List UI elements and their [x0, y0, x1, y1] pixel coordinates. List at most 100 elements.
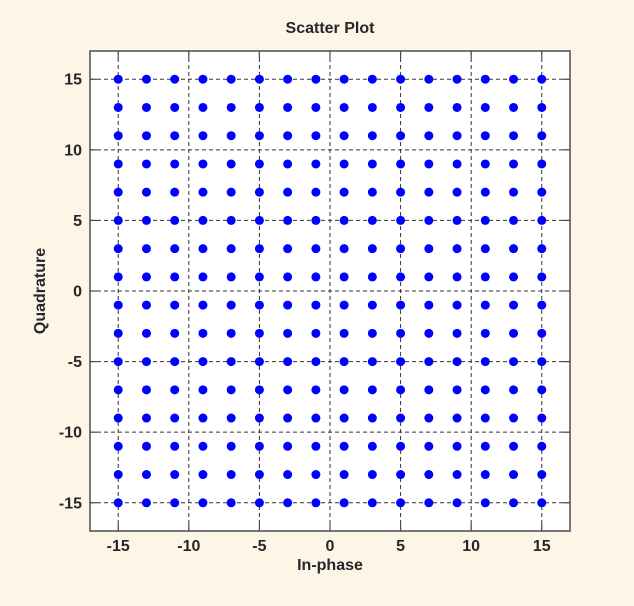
data-point	[113, 159, 123, 169]
data-point	[311, 328, 321, 338]
x-tick-label: -5	[252, 538, 266, 555]
data-point	[424, 441, 434, 451]
data-point	[311, 441, 321, 451]
data-point	[254, 74, 264, 84]
data-point	[509, 159, 519, 169]
x-tick-label: -15	[107, 538, 130, 555]
data-point	[283, 328, 293, 338]
data-point	[141, 441, 151, 451]
data-point	[170, 272, 180, 282]
y-axis-label: Quadrature	[32, 247, 49, 335]
data-point	[113, 187, 123, 197]
data-point	[367, 441, 377, 451]
data-point	[537, 74, 547, 84]
data-point	[424, 215, 434, 225]
x-tick-label: 0	[326, 538, 335, 555]
data-point	[226, 357, 236, 367]
y-tick-label: 15	[64, 72, 82, 89]
data-point	[141, 300, 151, 310]
data-point	[452, 328, 462, 338]
x-tick-label: 10	[462, 538, 480, 555]
data-point	[509, 215, 519, 225]
data-point	[452, 215, 462, 225]
data-point	[283, 159, 293, 169]
data-point	[339, 498, 349, 508]
data-point	[339, 441, 349, 451]
data-point	[198, 102, 208, 112]
data-point	[113, 357, 123, 367]
data-point	[367, 102, 377, 112]
data-point	[113, 300, 123, 310]
data-point	[113, 498, 123, 508]
data-point	[226, 413, 236, 423]
data-point	[480, 470, 490, 480]
data-point	[396, 131, 406, 141]
data-point	[339, 328, 349, 338]
data-point	[283, 441, 293, 451]
data-point	[480, 272, 490, 282]
data-point	[339, 385, 349, 395]
data-point	[452, 102, 462, 112]
data-point	[396, 215, 406, 225]
data-point	[198, 74, 208, 84]
data-point	[367, 215, 377, 225]
data-point	[254, 413, 264, 423]
data-point	[311, 272, 321, 282]
data-point	[254, 102, 264, 112]
data-point	[170, 215, 180, 225]
y-tick-label: 5	[73, 213, 82, 230]
data-point	[452, 272, 462, 282]
data-point	[367, 131, 377, 141]
data-point	[339, 102, 349, 112]
data-point	[226, 74, 236, 84]
data-point	[339, 357, 349, 367]
data-point	[226, 470, 236, 480]
data-point	[480, 131, 490, 141]
data-point	[339, 74, 349, 84]
data-point	[480, 102, 490, 112]
data-point	[254, 215, 264, 225]
data-point	[509, 328, 519, 338]
data-point	[424, 244, 434, 254]
data-point	[509, 413, 519, 423]
data-point	[311, 498, 321, 508]
data-point	[141, 470, 151, 480]
data-point	[396, 74, 406, 84]
data-point	[424, 328, 434, 338]
data-point	[170, 300, 180, 310]
data-point	[113, 102, 123, 112]
y-tick-label: -15	[59, 495, 82, 512]
data-point	[198, 357, 208, 367]
data-point	[254, 131, 264, 141]
data-point	[113, 441, 123, 451]
data-point	[537, 498, 547, 508]
data-point	[283, 470, 293, 480]
data-point	[311, 300, 321, 310]
data-point	[537, 272, 547, 282]
data-point	[141, 357, 151, 367]
data-point	[480, 159, 490, 169]
data-point	[537, 102, 547, 112]
data-point	[396, 357, 406, 367]
data-point	[141, 215, 151, 225]
data-point	[198, 131, 208, 141]
data-point	[509, 498, 519, 508]
data-point	[283, 385, 293, 395]
data-point	[424, 74, 434, 84]
data-point	[170, 187, 180, 197]
data-point	[226, 498, 236, 508]
data-point	[367, 413, 377, 423]
data-point	[198, 244, 208, 254]
data-point	[537, 159, 547, 169]
data-point	[424, 470, 434, 480]
data-point	[283, 357, 293, 367]
data-point	[339, 470, 349, 480]
data-point	[283, 498, 293, 508]
data-point	[367, 159, 377, 169]
data-point	[254, 187, 264, 197]
data-point	[509, 385, 519, 395]
data-point	[283, 300, 293, 310]
data-point	[226, 187, 236, 197]
data-point	[452, 413, 462, 423]
